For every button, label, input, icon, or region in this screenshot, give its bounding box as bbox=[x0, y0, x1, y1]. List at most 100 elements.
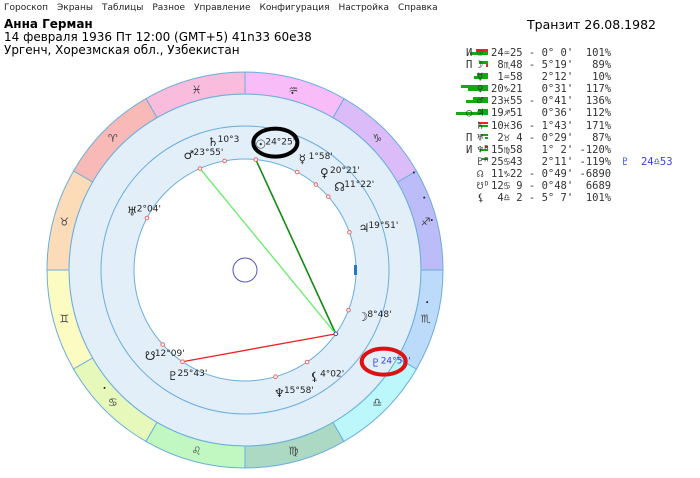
strength-bar bbox=[479, 121, 488, 125]
middle-circle bbox=[100, 125, 390, 415]
planet-position: 2♉ 4 - 0°29' 87% bbox=[491, 131, 612, 144]
mercury-icon: ☿ bbox=[299, 152, 306, 166]
menu-item-0[interactable]: Гороскоп bbox=[4, 3, 48, 13]
aspect-strength-bars bbox=[400, 170, 460, 179]
zodiac-sector bbox=[145, 71, 246, 119]
transit-position: ♇ 24♎53 bbox=[622, 155, 673, 168]
zodiac-dot bbox=[412, 171, 415, 174]
zodiac-dot bbox=[426, 301, 429, 304]
uranus-degree-label: 2°04' bbox=[137, 205, 161, 215]
south-node-degree-label: 12°09' bbox=[155, 349, 185, 359]
strength-bar bbox=[482, 157, 488, 161]
planet-dot bbox=[253, 157, 259, 162]
zodiac-sign-icon: ♋ bbox=[108, 396, 118, 409]
planet-position: 1♒58 2°12' 10% bbox=[491, 71, 612, 84]
aspect-strength-bars bbox=[400, 97, 488, 106]
birth-datetime: 14 февраля 1936 Пт 12:00 (GMT+5) 41n33 6… bbox=[4, 30, 312, 44]
planet-dot bbox=[144, 215, 150, 221]
highlight-ellipse-black bbox=[251, 126, 300, 159]
strength-bar bbox=[468, 88, 488, 91]
strength-bar bbox=[480, 148, 488, 152]
zodiac-dot bbox=[103, 386, 106, 389]
planet-position: 25♋43 2°11' -119% bbox=[491, 155, 612, 168]
planet-dot bbox=[347, 230, 352, 235]
planet-position: 19♐51 0°36' 112% bbox=[491, 107, 612, 120]
venus-degree-label: 20°21' bbox=[330, 166, 360, 176]
venus-icon: ♀ bbox=[320, 166, 329, 180]
planet-dot bbox=[222, 158, 227, 164]
menu-item-6[interactable]: Настройка bbox=[338, 3, 389, 13]
strength-bar bbox=[470, 52, 488, 55]
transit-date: Транзит 26.08.1982 bbox=[527, 17, 656, 32]
planet-dot bbox=[346, 307, 351, 313]
menu-item-1[interactable]: Экраны bbox=[57, 3, 93, 13]
aspect-line-trine bbox=[255, 159, 337, 335]
strength-bar bbox=[486, 64, 488, 67]
menu-item-3[interactable]: Разное bbox=[152, 3, 186, 13]
aspect-strength-bars bbox=[400, 49, 488, 58]
menu-item-2[interactable]: Таблицы bbox=[101, 3, 144, 13]
aspect-strength-bars bbox=[400, 157, 488, 167]
planet-icon: ♃ bbox=[477, 107, 484, 120]
planet-dot bbox=[197, 166, 203, 171]
saturn-degree-label: 10°3 bbox=[218, 135, 240, 145]
planet-position: 20♑21 0°31' 117% bbox=[491, 83, 612, 96]
aspect-strength-bars bbox=[400, 61, 488, 70]
strength-bar bbox=[485, 145, 488, 149]
menu-item-5[interactable]: Конфигурация bbox=[259, 3, 330, 13]
north-node-degree-label: 11°22' bbox=[344, 180, 374, 190]
ascendant-marker bbox=[354, 265, 357, 275]
mars-degree-label: 23°55' bbox=[194, 148, 224, 158]
planet-icon: ♀ bbox=[477, 83, 484, 96]
aspect-mark: П bbox=[466, 59, 473, 72]
planet-icon: ☊ bbox=[477, 167, 484, 180]
planet-dot bbox=[180, 359, 185, 365]
planet-position: 24♒25 - 0° 0' 101% bbox=[491, 47, 612, 59]
pluto-degree-label: 25°43' bbox=[177, 369, 207, 379]
lilith-degree-label: 4°02' bbox=[320, 369, 344, 379]
planet-dot bbox=[294, 169, 300, 175]
planet-icon: ☋ᴰ bbox=[477, 180, 490, 193]
zodiac-sign-icon: ♏ bbox=[421, 312, 431, 325]
aspect-mark: П bbox=[466, 131, 473, 144]
aspect-strength-bars bbox=[400, 145, 488, 155]
planet-position: 23♓55 - 0°41' 136% bbox=[491, 95, 612, 108]
sun-degree-label: 24°25' bbox=[265, 138, 295, 148]
jupiter-icon: ♃ bbox=[358, 221, 369, 235]
mars-icon: ♂ bbox=[184, 148, 195, 162]
planet-dot bbox=[304, 359, 310, 365]
uranus-icon: ♅ bbox=[127, 205, 138, 219]
strength-bar bbox=[479, 61, 488, 64]
planet-position: 12♋ 9 - 0°48' 6689 bbox=[491, 180, 612, 193]
aspect-strength-bars bbox=[400, 133, 488, 143]
zodiac-sign-icon: ♈ bbox=[108, 132, 118, 145]
strength-bar bbox=[477, 73, 488, 76]
zodiac-sign-icon: ♒ bbox=[288, 83, 298, 96]
zodiac-sign-icon: ♊ bbox=[59, 312, 69, 325]
moon-icon: ☽ bbox=[357, 310, 368, 324]
strength-bar bbox=[461, 85, 488, 88]
transit-pluto-icon: ♇ bbox=[371, 357, 381, 370]
zodiac-dot bbox=[423, 196, 426, 199]
menu-item-4[interactable]: Управление bbox=[194, 3, 251, 13]
planet-icon: ☉ bbox=[477, 47, 484, 59]
aspect-line-sextile bbox=[199, 168, 337, 335]
inner-circle bbox=[133, 158, 357, 382]
strength-bar bbox=[473, 97, 488, 100]
planet-position: 4♎ 2 - 5° 7' 101% bbox=[491, 192, 612, 205]
planet-dot bbox=[313, 182, 319, 187]
zodiac-sign-icon: ♍ bbox=[288, 445, 298, 458]
neptune-icon: ♆ bbox=[274, 386, 285, 400]
zodiac-sign-icon: ♑ bbox=[372, 132, 382, 145]
aspect-line-square bbox=[182, 333, 336, 363]
strength-bar bbox=[474, 76, 488, 79]
aspect-strength-bars bbox=[400, 182, 460, 191]
planet-position: 15♍58 1° 2' -120% bbox=[491, 143, 612, 156]
strength-bar bbox=[478, 109, 488, 112]
planet-icon: ♅ bbox=[477, 131, 484, 144]
menu-item-7[interactable]: Справка bbox=[397, 3, 438, 13]
zodiac-dot bbox=[430, 218, 433, 221]
planet-icon: ♂ bbox=[477, 95, 484, 108]
planet-position: 8♏48 - 5°19' 89% bbox=[491, 59, 612, 72]
